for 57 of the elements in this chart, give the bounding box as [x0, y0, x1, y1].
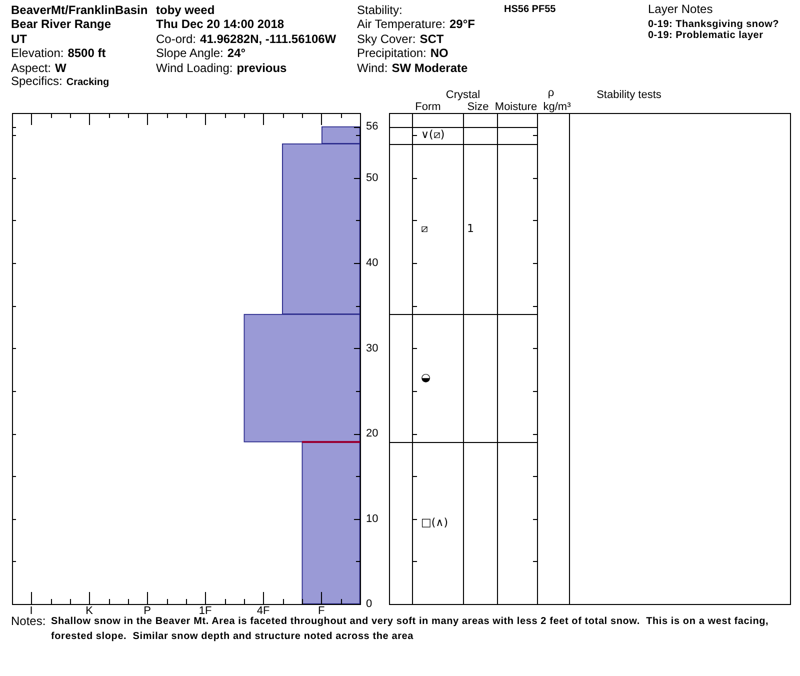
- text: ρ: [548, 87, 554, 99]
- text: ⧄: [421, 222, 428, 235]
- text: kg/m³: [543, 101, 571, 113]
- text: Cracking: [66, 76, 110, 90]
- text: Notes:: [11, 614, 46, 628]
- text: 0-19: Problematic layer: [648, 30, 764, 43]
- text: 8500 ft: [68, 46, 106, 60]
- y-tick-label: 40: [366, 257, 378, 270]
- text: NO: [430, 46, 448, 60]
- text: SW Moderate: [392, 61, 468, 75]
- y-tick-label: 56: [366, 120, 378, 133]
- text: Stability tests: [596, 89, 662, 101]
- text: HS56 PF55: [504, 3, 556, 17]
- text: 4F: [256, 605, 270, 617]
- text: 1F: [198, 605, 212, 617]
- text: 24°: [227, 46, 246, 60]
- text: Shallow snow in the Beaver Mt. Area is faceted throughout and very soft in many areas with less 2 feet of total snow. This is on a west facing, forested slope. Similar snow depth and structure noted across the area: [51, 616, 770, 642]
- text: P: [144, 605, 151, 617]
- text: 0-19: Thanksgiving snow?: [648, 18, 780, 30]
- text: I: [30, 605, 33, 617]
- text: Precipitation:: [357, 46, 426, 60]
- text: Size: [467, 101, 489, 113]
- text: Wind Loading:: [156, 61, 233, 75]
- text: Form: [415, 101, 441, 113]
- text: UT: [11, 32, 27, 46]
- text: Crystal: [446, 89, 480, 101]
- text: W: [55, 61, 66, 75]
- text: Bear River Range: [11, 17, 112, 31]
- y-tick-label: 30: [366, 342, 378, 354]
- text: K: [86, 605, 93, 617]
- y-tick-label: 0: [366, 598, 372, 610]
- y-tick-label: 20: [366, 428, 378, 440]
- text: Slope Angle:: [156, 46, 224, 60]
- text: Sky Cover:: [357, 32, 416, 46]
- text: F: [318, 605, 325, 617]
- text: Elevation:: [11, 46, 64, 60]
- text: □(∧): [421, 516, 448, 529]
- text: Specifics:: [11, 74, 62, 88]
- text: Air Temperature:: [357, 17, 446, 31]
- text: Aspect:: [11, 61, 52, 75]
- y-tick-label: 10: [366, 512, 378, 525]
- text: previous: [236, 61, 287, 75]
- text: Thu Dec 20 14:00 2018: [156, 17, 284, 31]
- text: 29°F: [449, 17, 475, 31]
- text: BeaverMt/FranklinBasin: [11, 3, 148, 17]
- text: 41.96282N, -111.56106W: [200, 32, 336, 46]
- text: Wind:: [357, 61, 388, 75]
- text: 1: [467, 222, 474, 235]
- text: toby weed: [156, 3, 215, 17]
- text: ∨(⧄): [421, 128, 445, 141]
- text: Stability:: [357, 3, 402, 17]
- y-tick-label: 50: [366, 172, 378, 184]
- text: Layer Notes: [648, 2, 713, 16]
- text: Moisture: [494, 101, 538, 113]
- text: Co-ord:: [156, 32, 196, 46]
- text: ◒: [421, 371, 431, 384]
- text: SCT: [420, 32, 444, 46]
